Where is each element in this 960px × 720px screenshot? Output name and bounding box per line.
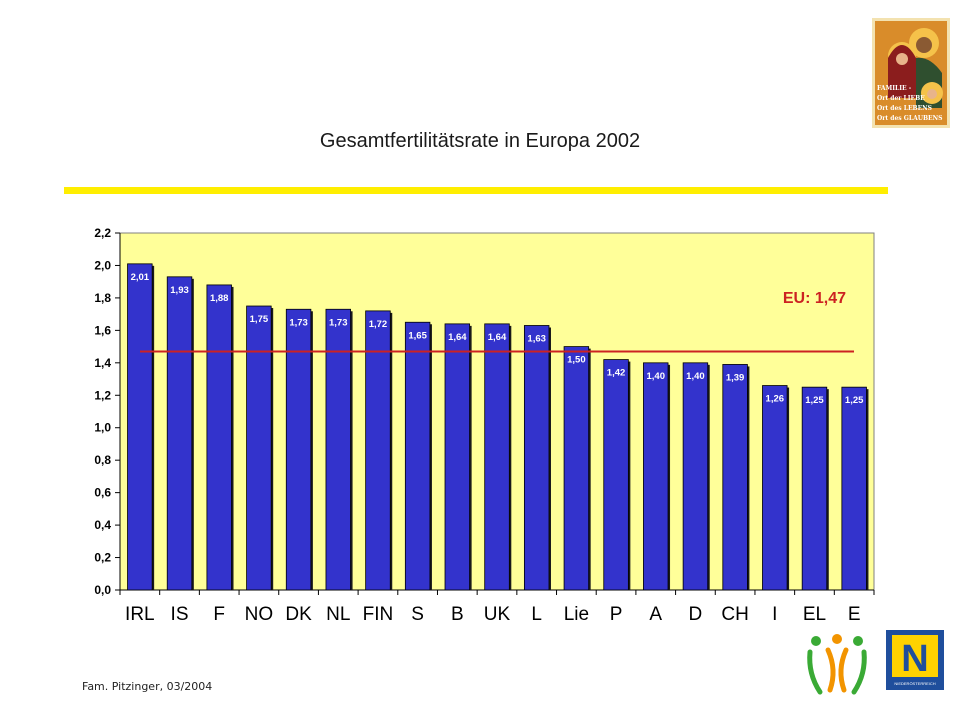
footer-credit: Fam. Pitzinger, 03/2004	[82, 680, 213, 693]
bar-data-label: 1,93	[170, 285, 189, 296]
n-logo-letter: N	[901, 638, 928, 680]
x-category-label: F	[213, 604, 225, 625]
x-category-label: D	[689, 604, 703, 625]
bar	[166, 276, 193, 591]
bar-data-label: 1,64	[488, 332, 507, 343]
x-category-label: FIN	[363, 604, 394, 625]
bar	[603, 359, 629, 591]
bar-chart: 0,0 0,2 0,4 0,6 0,8 1,0 1,2 1,4 1,6 1,8 2,0 2,2 2,01…	[94, 226, 875, 625]
x-category-label: UK	[484, 604, 511, 625]
lower-austria-n-logo: N NIEDERÖSTERREICH	[886, 630, 944, 690]
bar-data-label: 1,42	[607, 368, 626, 379]
bar	[206, 284, 232, 591]
bar-data-label: 1,73	[289, 317, 308, 328]
logo-text-line-4: Ort des GLAUBENS	[877, 115, 942, 122]
x-category-label: IRL	[125, 604, 155, 625]
bar-data-label: 1,50	[567, 355, 586, 366]
bar	[762, 385, 788, 591]
eu-average-label: EU: 1,47	[783, 290, 846, 307]
bar	[285, 308, 312, 591]
bar-data-label: 1,40	[646, 371, 665, 382]
bar	[325, 308, 351, 591]
bar-data-label: 1,39	[726, 372, 745, 383]
x-category-label: P	[610, 604, 623, 625]
y-tick-label: 2,2	[94, 226, 111, 240]
x-category-label: EL	[803, 604, 826, 625]
y-tick-label: 1,2	[94, 388, 111, 402]
x-category-label: L	[531, 604, 542, 625]
bar	[484, 323, 510, 591]
y-tick-label: 1,4	[94, 356, 111, 370]
n-logo-caption: NIEDERÖSTERREICH	[894, 681, 935, 686]
y-tick-label: 2,0	[94, 258, 111, 272]
y-tick-label: 1,0	[94, 421, 111, 435]
bar	[365, 310, 391, 591]
bar-data-label: 1,63	[527, 333, 546, 344]
x-category-label: DK	[285, 604, 312, 625]
x-category-label: S	[411, 604, 424, 625]
bar-data-label: 1,26	[766, 394, 785, 405]
x-category-label: IS	[171, 604, 189, 625]
bar	[127, 263, 153, 591]
x-category-label: NO	[245, 604, 274, 625]
logo-text-line-3: Ort des LEBENS	[877, 105, 932, 112]
y-tick-label: 0,8	[94, 453, 111, 467]
bar	[563, 346, 590, 591]
y-tick-label: 0,4	[94, 518, 111, 532]
y-tick-label: 0,0	[94, 583, 111, 597]
bar-data-label: 1,73	[329, 317, 348, 328]
bar-data-label: 2,01	[131, 272, 150, 283]
holy-family-icon-logo: FAMILIE - Ort der LIEBE Ort des LEBENS O…	[872, 18, 950, 128]
x-category-label: A	[649, 604, 662, 625]
y-tick-label: 0,6	[94, 486, 111, 500]
x-category-label: CH	[721, 604, 748, 625]
bar	[643, 362, 669, 591]
bar-data-label: 1,88	[210, 293, 229, 304]
bar-data-label: 1,65	[408, 330, 427, 341]
bar	[682, 362, 709, 591]
x-category-label: E	[848, 604, 861, 625]
slide-title: Gesamtfertilitätsrate in Europa 2002	[319, 130, 641, 152]
family-figures-logo	[807, 634, 867, 695]
bar-data-label: 1,64	[448, 332, 467, 343]
y-tick-label: 1,6	[94, 323, 111, 337]
logo-text-line-1: FAMILIE -	[877, 85, 912, 92]
bar	[722, 364, 748, 591]
bar	[444, 323, 471, 591]
bar	[246, 305, 272, 591]
bar-data-label: 1,25	[845, 395, 864, 406]
bar	[404, 321, 431, 591]
x-category-label: Lie	[564, 604, 589, 625]
bar-data-label: 1,72	[369, 319, 388, 330]
x-category-label: B	[451, 604, 464, 625]
logo-text-line-2: Ort der LIEBE	[877, 95, 925, 102]
bar	[841, 386, 867, 591]
bar-data-label: 1,40	[686, 371, 705, 382]
title-underline	[64, 187, 888, 194]
bar	[523, 325, 550, 591]
x-category-label: I	[772, 604, 777, 625]
y-tick-label: 0,2	[94, 551, 111, 565]
y-tick-label: 1,8	[94, 291, 111, 305]
bar-data-label: 1,75	[250, 314, 269, 325]
bar	[801, 386, 828, 591]
bar-data-label: 1,25	[805, 395, 824, 406]
x-category-label: NL	[326, 604, 350, 625]
